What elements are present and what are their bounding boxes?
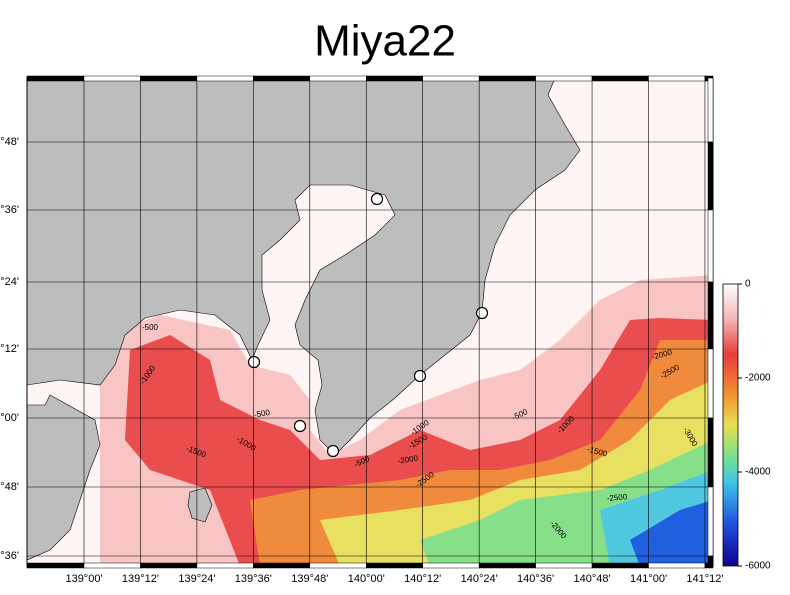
- station: [326, 444, 340, 458]
- frame-bar: [591, 562, 649, 569]
- frame-bar: [309, 75, 367, 82]
- frame-bar: [707, 486, 714, 557]
- frame-bar: [707, 348, 714, 419]
- frame-bar: [422, 75, 480, 82]
- axis-labels: 139°00' 139°12' 139°24' 139°36' 139°48' 140°0…: [0, 136, 723, 585]
- frame-bar: [707, 555, 714, 567]
- frame-bar: [535, 562, 593, 569]
- depth-band: [630, 500, 713, 566]
- station: [475, 306, 489, 320]
- contour-label: -2000: [397, 453, 419, 466]
- frame-bar: [591, 75, 649, 82]
- longitude-label: 140°36': [517, 573, 554, 585]
- colorbar-tick-label: -4000: [745, 467, 771, 478]
- contour-label: -500: [142, 323, 159, 332]
- frame-bar: [196, 75, 254, 82]
- frame-bar: [253, 562, 311, 569]
- latitude-label: °12': [0, 343, 19, 355]
- frame-bar: [366, 75, 423, 82]
- frame-bar: [707, 281, 714, 350]
- frame-bar: [196, 562, 254, 569]
- longitude-label: 141°12': [686, 573, 723, 585]
- colorbar-tick-label: -6000: [745, 561, 771, 572]
- frame-bar: [140, 75, 198, 82]
- latitude-label: °24': [0, 276, 19, 288]
- land: [27, 394, 101, 561]
- contour-label: -2500: [606, 492, 628, 503]
- frame-bar: [140, 562, 198, 569]
- latitude-label: °00': [0, 412, 19, 424]
- longitude-label: 141°00': [630, 573, 667, 585]
- latitude-label: °48': [0, 481, 19, 493]
- frame-bar: [422, 562, 480, 569]
- frame-bar: [26, 562, 85, 569]
- frame-bar: [707, 141, 714, 211]
- colorbar-ticks: 0 -2000 -4000 -6000: [738, 279, 771, 572]
- frame-bar: [478, 75, 536, 82]
- colorbar: [722, 283, 739, 567]
- frame-bar: [707, 417, 714, 488]
- longitude-label: 140°24': [461, 573, 498, 585]
- station: [413, 369, 427, 383]
- frame-bar: [707, 209, 714, 283]
- longitude-label: 139°00': [65, 573, 102, 585]
- longitude-label: 140°48': [574, 573, 611, 585]
- latitude-label: °48': [0, 136, 19, 148]
- frame-bar: [26, 75, 85, 82]
- map-title: Miya22: [314, 17, 456, 66]
- station: [247, 355, 261, 369]
- longitude-label: 139°48': [291, 573, 328, 585]
- stations: [247, 192, 489, 458]
- land: [27, 78, 581, 456]
- frame-bar: [83, 75, 141, 82]
- station: [293, 419, 307, 433]
- map-body: -500-1000-1500-500-1000-500 -2000-1500-10…: [27, 78, 713, 566]
- frame-bar: [535, 75, 593, 82]
- longitude-label: 140°12': [404, 573, 441, 585]
- frame-bar: [366, 562, 423, 569]
- frame-bar: [707, 77, 714, 143]
- latitude-label: °36': [0, 550, 19, 562]
- longitude-label: 139°24': [178, 573, 215, 585]
- frame-bar: [648, 75, 706, 82]
- colorbar-tick-label: 0: [745, 279, 751, 290]
- longitude-label: 139°36': [235, 573, 272, 585]
- frame-ticks: [26, 75, 714, 569]
- frame-bar: [83, 562, 141, 569]
- frame-bar: [478, 562, 536, 569]
- colorbar-tick-label: -2000: [745, 373, 771, 384]
- frame-bar: [648, 562, 706, 569]
- contour-label: -500: [253, 408, 271, 420]
- island: [187, 487, 213, 523]
- longitude-label: 139°12': [122, 573, 159, 585]
- station: [370, 192, 384, 206]
- latitude-label: °36': [0, 204, 19, 216]
- frame-bar: [309, 562, 367, 569]
- frame-bar: [253, 75, 311, 82]
- graticule: [27, 78, 713, 566]
- longitude-label: 140°00': [348, 573, 385, 585]
